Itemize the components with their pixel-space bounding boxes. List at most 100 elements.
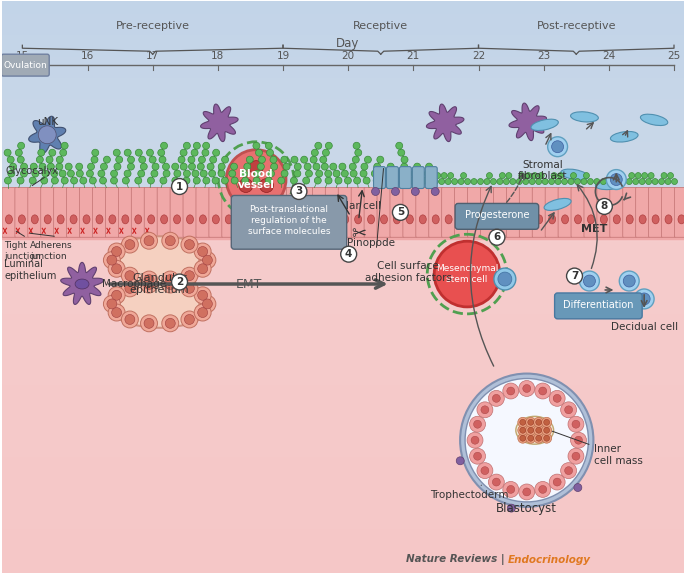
Circle shape [38, 126, 56, 144]
Text: 7: 7 [571, 271, 578, 281]
Circle shape [47, 163, 54, 170]
Bar [3, 2, 684, 7]
Circle shape [21, 163, 27, 170]
Bar [3, 33, 684, 39]
Circle shape [321, 163, 328, 170]
Bar [3, 2, 684, 214]
FancyBboxPatch shape [66, 188, 81, 237]
Text: Glandular
epithelium: Glandular epithelium [130, 273, 190, 295]
Circle shape [92, 149, 99, 156]
Circle shape [364, 156, 371, 163]
FancyBboxPatch shape [675, 188, 685, 237]
Circle shape [639, 179, 645, 184]
Circle shape [112, 246, 122, 257]
Circle shape [114, 163, 121, 170]
Bar [3, 43, 684, 49]
Circle shape [518, 425, 527, 435]
Circle shape [551, 141, 564, 153]
FancyBboxPatch shape [377, 188, 391, 237]
Circle shape [401, 156, 408, 163]
FancyBboxPatch shape [623, 188, 636, 237]
Bar [3, 181, 684, 188]
Bar [3, 500, 684, 510]
FancyBboxPatch shape [558, 188, 572, 237]
Ellipse shape [549, 215, 556, 224]
Circle shape [103, 296, 121, 312]
Circle shape [241, 170, 248, 177]
Bar [3, 267, 684, 277]
Circle shape [539, 486, 547, 494]
Circle shape [335, 177, 342, 184]
Circle shape [473, 420, 482, 428]
Circle shape [107, 299, 117, 309]
Circle shape [481, 406, 489, 414]
Ellipse shape [75, 279, 89, 289]
Circle shape [184, 170, 190, 177]
Circle shape [460, 173, 466, 179]
Circle shape [553, 478, 561, 486]
Text: 5: 5 [397, 207, 404, 218]
Circle shape [110, 177, 118, 184]
Bar [3, 527, 684, 537]
Circle shape [499, 173, 506, 179]
Circle shape [162, 271, 179, 288]
Circle shape [633, 179, 638, 184]
Circle shape [180, 149, 187, 156]
FancyBboxPatch shape [597, 188, 611, 237]
Circle shape [15, 149, 23, 156]
Bar [3, 38, 684, 44]
Ellipse shape [148, 215, 155, 224]
Circle shape [281, 170, 288, 177]
Ellipse shape [406, 215, 413, 224]
Circle shape [162, 315, 179, 332]
Circle shape [221, 177, 228, 184]
Circle shape [384, 177, 391, 184]
Circle shape [159, 156, 166, 163]
Ellipse shape [588, 215, 595, 224]
Circle shape [212, 177, 219, 184]
FancyBboxPatch shape [105, 188, 119, 237]
Circle shape [21, 170, 27, 177]
Bar [3, 187, 684, 192]
Circle shape [149, 156, 156, 163]
Circle shape [536, 435, 542, 441]
FancyBboxPatch shape [273, 188, 288, 237]
Ellipse shape [380, 215, 388, 224]
Circle shape [91, 156, 98, 163]
Ellipse shape [135, 215, 142, 224]
Circle shape [188, 156, 195, 163]
FancyBboxPatch shape [209, 188, 223, 237]
Bar [3, 446, 684, 456]
Circle shape [256, 149, 262, 156]
Circle shape [424, 170, 432, 177]
Ellipse shape [536, 215, 543, 224]
Bar [3, 276, 684, 286]
Ellipse shape [516, 416, 553, 444]
Circle shape [516, 179, 522, 184]
Circle shape [144, 319, 154, 328]
Ellipse shape [497, 215, 504, 224]
Circle shape [519, 381, 535, 397]
Circle shape [36, 156, 43, 163]
Circle shape [526, 417, 536, 427]
Circle shape [203, 255, 212, 265]
FancyBboxPatch shape [170, 188, 184, 237]
Circle shape [160, 142, 168, 149]
Circle shape [396, 142, 403, 149]
Bar [3, 54, 684, 60]
FancyBboxPatch shape [545, 188, 559, 237]
Bar [3, 473, 684, 483]
Circle shape [477, 179, 484, 184]
Circle shape [294, 170, 301, 177]
FancyBboxPatch shape [555, 293, 642, 319]
Circle shape [393, 204, 408, 220]
FancyBboxPatch shape [416, 188, 429, 237]
Circle shape [568, 416, 584, 432]
Circle shape [488, 390, 504, 406]
Bar [3, 294, 684, 304]
Circle shape [448, 173, 453, 179]
Circle shape [523, 385, 531, 393]
Circle shape [539, 387, 547, 395]
Circle shape [549, 474, 565, 490]
Circle shape [325, 177, 332, 184]
